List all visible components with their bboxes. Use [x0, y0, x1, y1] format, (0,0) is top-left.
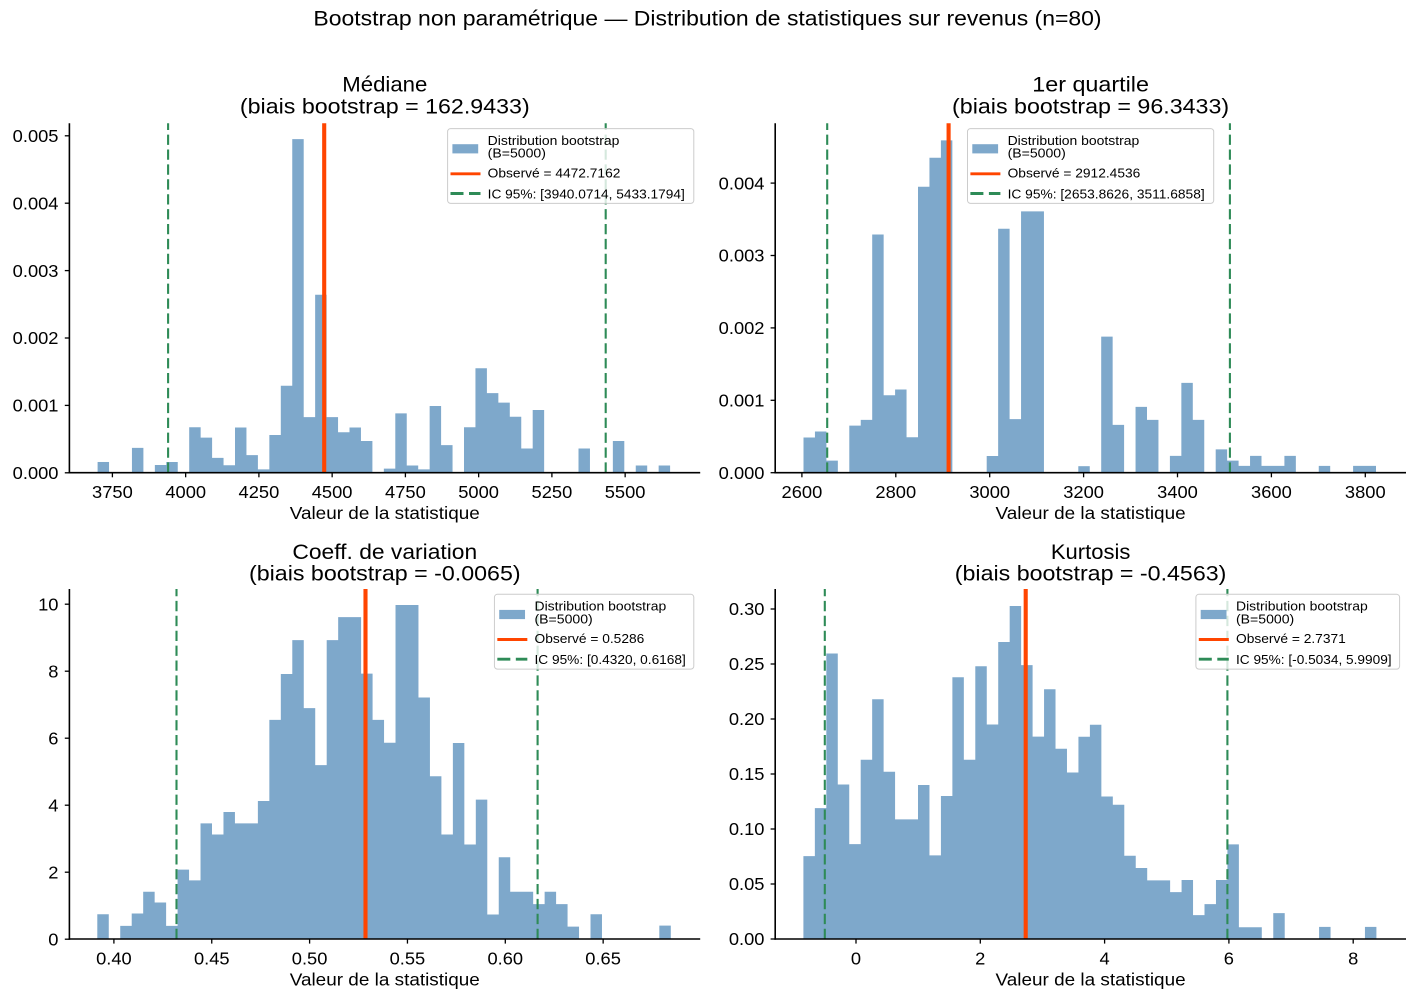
svg-text:(biais bootstrap = 96.3433): (biais bootstrap = 96.3433): [952, 95, 1229, 118]
svg-text:3400: 3400: [1157, 482, 1198, 502]
svg-text:4000: 4000: [165, 482, 206, 502]
svg-text:(biais bootstrap = -0.0065): (biais bootstrap = -0.0065): [249, 563, 521, 586]
svg-text:5250: 5250: [532, 482, 573, 502]
svg-text:IC 95%: [2653.8626, 3511.6858]: IC 95%: [2653.8626, 3511.6858]: [1008, 186, 1205, 201]
svg-text:Distribution bootstrap: Distribution bootstrap: [1236, 599, 1368, 614]
svg-text:0.002: 0.002: [13, 328, 59, 348]
svg-text:0.001: 0.001: [13, 396, 59, 416]
svg-text:0.55: 0.55: [390, 948, 426, 968]
svg-text:(biais bootstrap = 162.9433): (biais bootstrap = 162.9433): [240, 95, 530, 118]
svg-text:0.10: 0.10: [729, 819, 765, 839]
svg-text:4250: 4250: [239, 482, 280, 502]
svg-text:0.003: 0.003: [719, 246, 765, 266]
svg-text:Observé = 2912.4536: Observé = 2912.4536: [1008, 165, 1141, 180]
svg-text:6: 6: [48, 728, 58, 748]
svg-text:10: 10: [38, 594, 59, 614]
svg-text:(B=5000): (B=5000): [1236, 611, 1294, 626]
svg-text:0.45: 0.45: [194, 948, 230, 968]
svg-text:0.000: 0.000: [719, 463, 765, 483]
svg-text:IC 95%: [-0.5034, 5.9909]: IC 95%: [-0.5034, 5.9909]: [1236, 652, 1392, 667]
svg-text:0.005: 0.005: [13, 126, 59, 146]
svg-text:8: 8: [1348, 948, 1358, 968]
svg-text:(B=5000): (B=5000): [535, 611, 593, 626]
svg-text:Coeff. de variation: Coeff. de variation: [292, 541, 477, 564]
svg-text:5500: 5500: [605, 482, 646, 502]
svg-text:Valeur de la statistique: Valeur de la statistique: [290, 969, 480, 989]
svg-text:IC 95%: [0.4320, 0.6168]: IC 95%: [0.4320, 0.6168]: [535, 652, 686, 667]
svg-text:0.15: 0.15: [729, 764, 765, 784]
svg-text:0.50: 0.50: [292, 948, 328, 968]
svg-text:0.60: 0.60: [488, 948, 524, 968]
svg-text:Valeur de la statistique: Valeur de la statistique: [290, 503, 480, 523]
svg-text:0.65: 0.65: [585, 948, 621, 968]
svg-text:4: 4: [1100, 948, 1110, 968]
svg-text:3800: 3800: [1345, 482, 1386, 502]
svg-text:3750: 3750: [92, 482, 133, 502]
svg-text:3600: 3600: [1251, 482, 1292, 502]
svg-text:Valeur de la statistique: Valeur de la statistique: [996, 503, 1186, 523]
svg-text:Observé = 4472.7162: Observé = 4472.7162: [488, 165, 621, 180]
svg-text:0.004: 0.004: [13, 193, 59, 213]
svg-text:(B=5000): (B=5000): [488, 146, 546, 161]
svg-text:0.00: 0.00: [729, 929, 765, 949]
svg-text:8: 8: [48, 661, 58, 681]
svg-text:Bootstrap non paramétrique — D: Bootstrap non paramétrique — Distributio…: [313, 7, 1101, 30]
svg-text:(B=5000): (B=5000): [1008, 146, 1066, 161]
svg-text:0.40: 0.40: [96, 948, 132, 968]
svg-text:Observé = 0.5286: Observé = 0.5286: [535, 631, 645, 646]
svg-text:0.003: 0.003: [13, 261, 59, 281]
svg-text:0.05: 0.05: [729, 874, 765, 894]
svg-text:0.001: 0.001: [719, 391, 765, 411]
svg-text:1er quartile: 1er quartile: [1032, 74, 1149, 97]
svg-text:2600: 2600: [782, 482, 823, 502]
svg-text:0: 0: [48, 929, 58, 949]
svg-text:4500: 4500: [312, 482, 353, 502]
svg-text:3200: 3200: [1063, 482, 1104, 502]
svg-text:0.20: 0.20: [729, 709, 765, 729]
svg-text:0.002: 0.002: [719, 318, 765, 338]
svg-text:3000: 3000: [969, 482, 1010, 502]
svg-text:0.25: 0.25: [729, 654, 765, 674]
svg-text:2: 2: [975, 948, 985, 968]
svg-text:Valeur de la statistique: Valeur de la statistique: [996, 969, 1186, 989]
svg-text:Distribution bootstrap: Distribution bootstrap: [488, 133, 620, 148]
svg-text:6: 6: [1224, 948, 1234, 968]
svg-text:4: 4: [48, 795, 58, 815]
svg-text:Médiane: Médiane: [342, 74, 427, 97]
svg-text:(biais bootstrap = -0.4563): (biais bootstrap = -0.4563): [955, 563, 1227, 586]
svg-text:0.30: 0.30: [729, 599, 765, 619]
svg-text:2: 2: [48, 862, 58, 882]
svg-text:IC 95%: [3940.0714, 5433.1794]: IC 95%: [3940.0714, 5433.1794]: [488, 186, 685, 201]
svg-text:0: 0: [851, 948, 861, 968]
svg-text:Observé = 2.7371: Observé = 2.7371: [1236, 631, 1346, 646]
svg-text:2800: 2800: [875, 482, 916, 502]
svg-text:Distribution bootstrap: Distribution bootstrap: [1008, 133, 1140, 148]
svg-text:0.004: 0.004: [719, 173, 765, 193]
svg-text:Kurtosis: Kurtosis: [1051, 541, 1131, 564]
svg-text:Distribution bootstrap: Distribution bootstrap: [535, 599, 667, 614]
svg-text:0.000: 0.000: [13, 463, 59, 483]
svg-text:4750: 4750: [385, 482, 426, 502]
svg-text:5000: 5000: [458, 482, 499, 502]
